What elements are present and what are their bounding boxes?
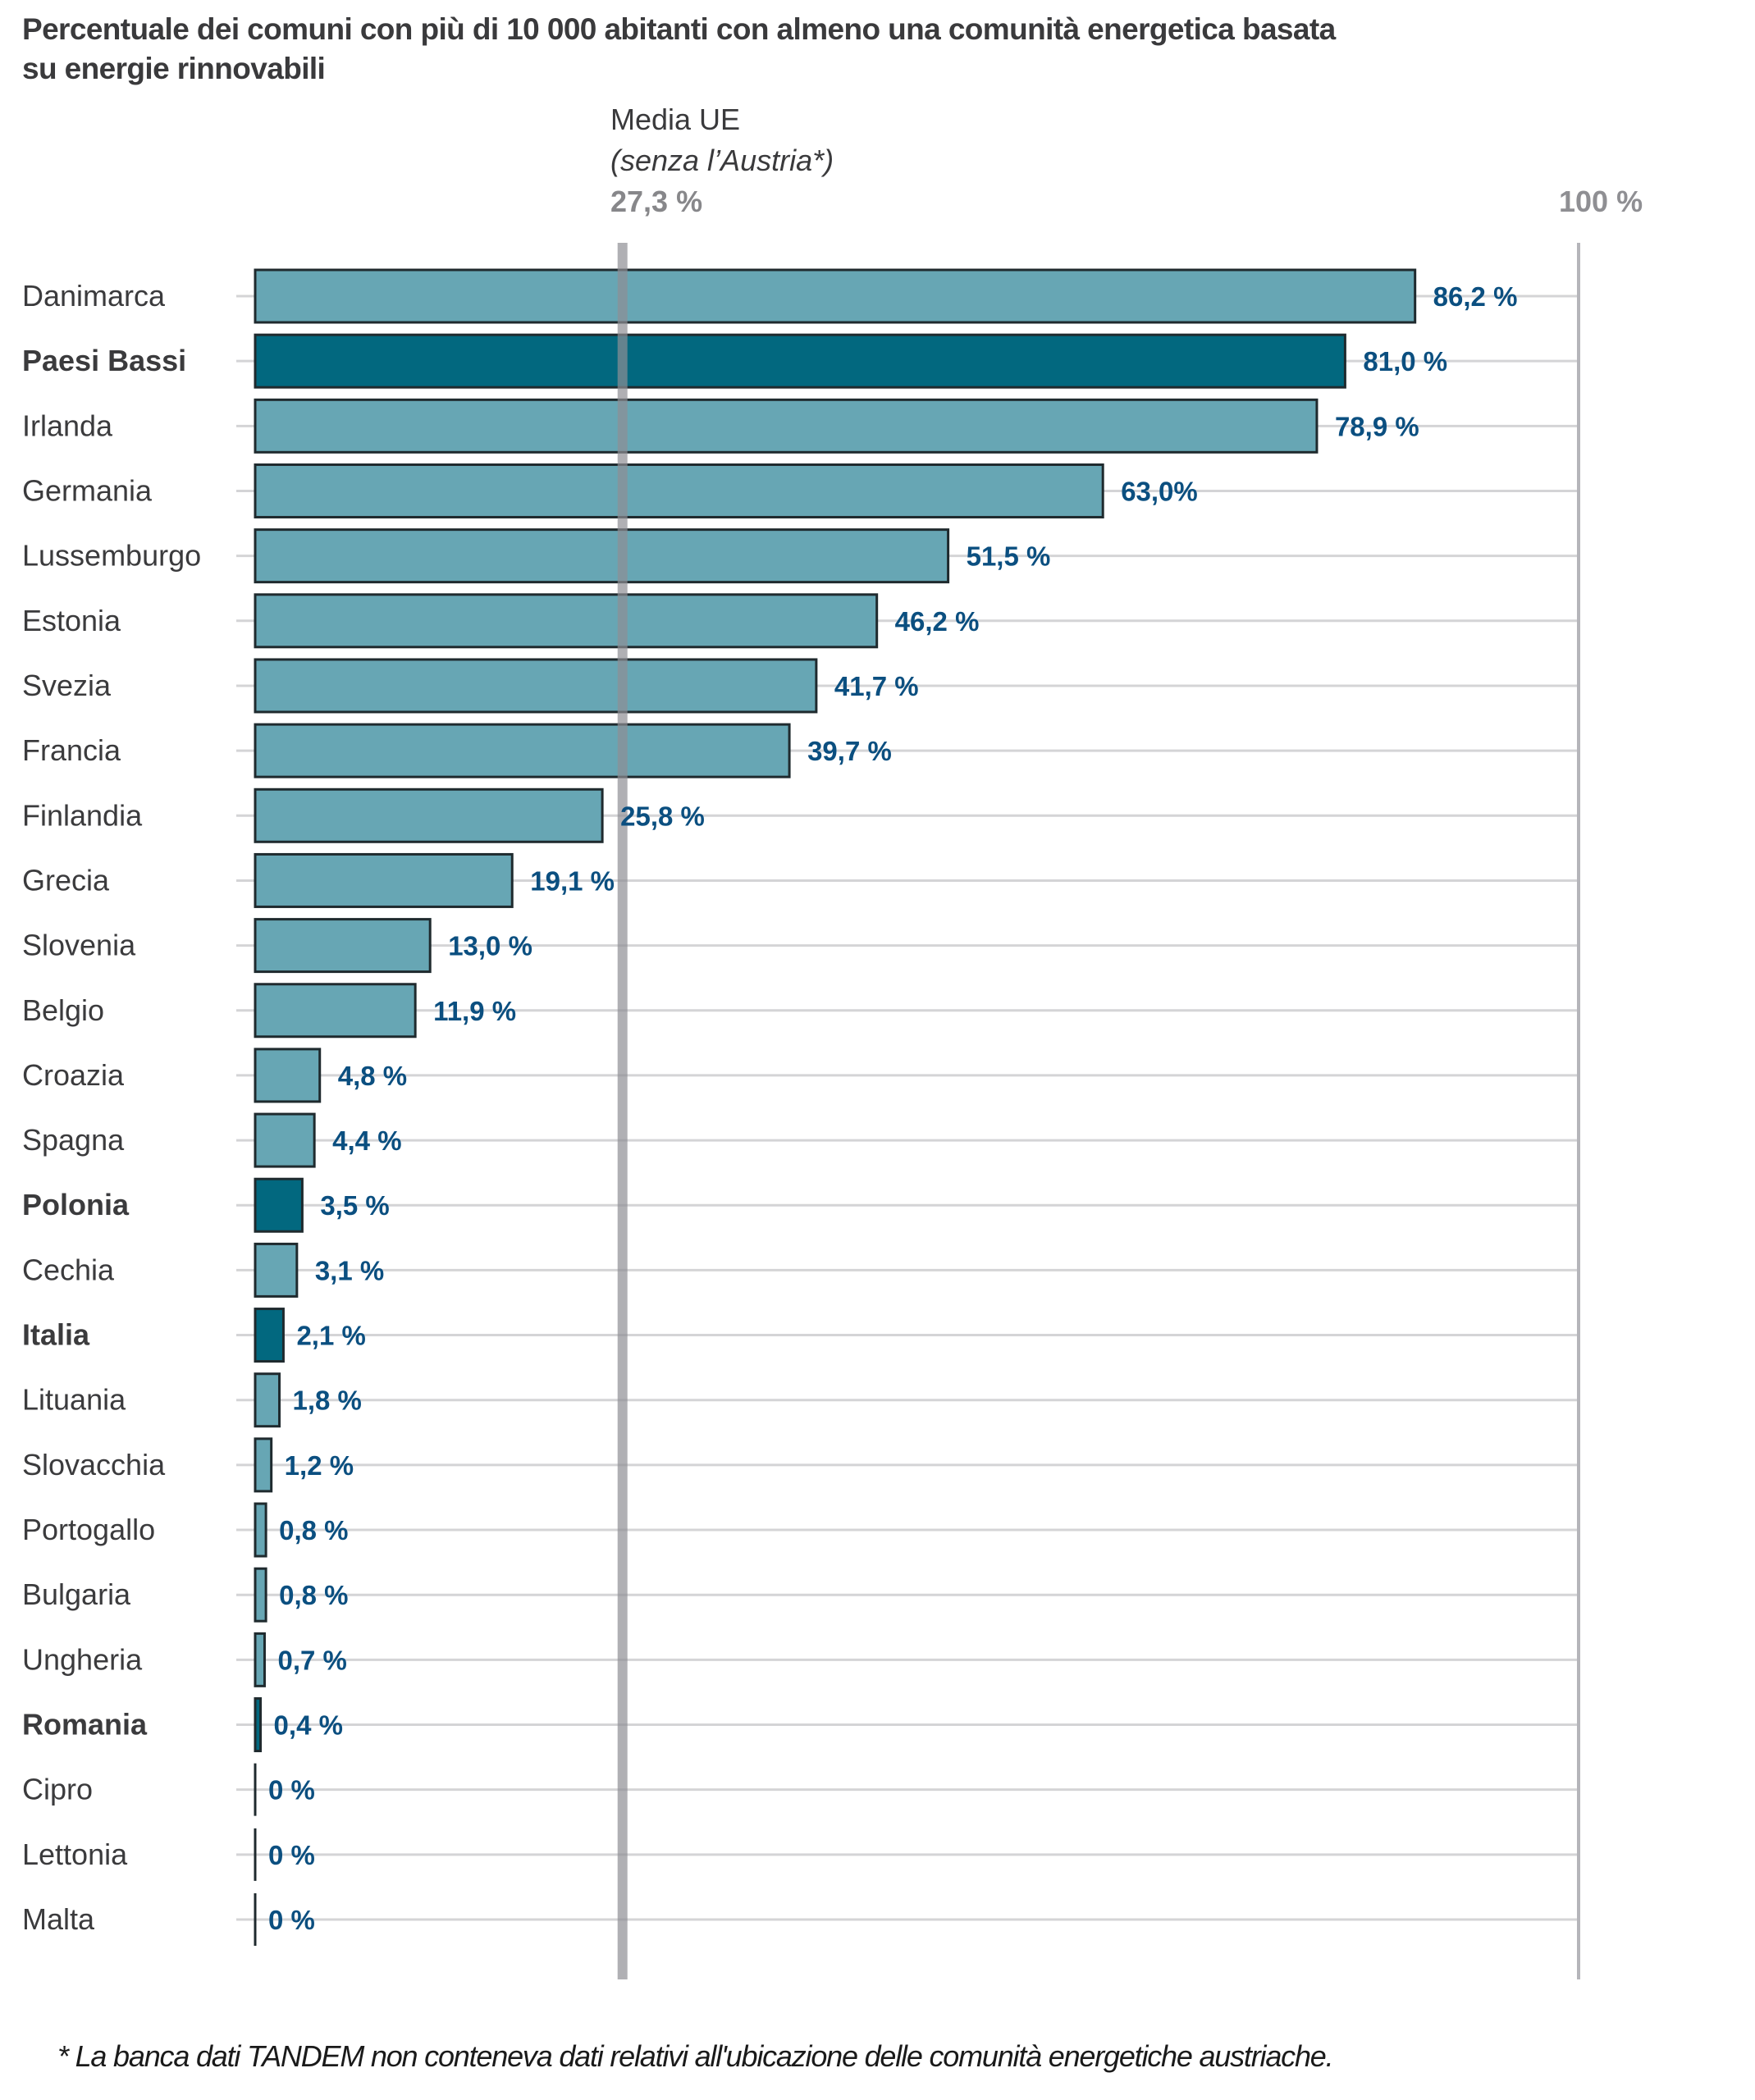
category-label: Danimarca bbox=[22, 279, 166, 313]
bar bbox=[254, 1567, 267, 1623]
bar bbox=[254, 1437, 273, 1493]
value-label: 0,8 % bbox=[279, 1515, 348, 1545]
value-label: 0 % bbox=[268, 1775, 315, 1806]
value-label: 3,5 % bbox=[320, 1190, 389, 1221]
value-label: 0,4 % bbox=[274, 1710, 343, 1741]
hundred-percent-label: 100 % bbox=[1559, 185, 1643, 218]
value-label: 63,0% bbox=[1121, 476, 1198, 506]
category-label: Cechia bbox=[22, 1253, 115, 1286]
value-label: 78,9 % bbox=[1335, 411, 1419, 441]
value-label: 11,9 % bbox=[433, 996, 516, 1026]
category-label: Svezia bbox=[22, 669, 112, 702]
value-label: 4,8 % bbox=[338, 1061, 407, 1091]
bar bbox=[254, 1697, 263, 1753]
chart-title-line-2: su energie rinnovabili bbox=[22, 52, 326, 85]
hundred-percent-line bbox=[1577, 243, 1580, 1979]
bar bbox=[254, 1502, 267, 1558]
category-label: Grecia bbox=[22, 863, 110, 897]
category-label: Estonia bbox=[22, 604, 121, 637]
value-label: 2,1 % bbox=[296, 1321, 365, 1351]
category-label: Francia bbox=[22, 733, 121, 767]
category-label: Slovenia bbox=[22, 929, 136, 962]
row-guides bbox=[236, 294, 1579, 1921]
eu-average-label: Media UE bbox=[610, 103, 741, 136]
bar bbox=[254, 1177, 304, 1233]
value-label: 13,0 % bbox=[448, 931, 532, 961]
bar bbox=[254, 918, 432, 974]
category-label: Germania bbox=[22, 473, 153, 507]
category-label: Cipro bbox=[22, 1773, 93, 1806]
value-label: 46,2 % bbox=[895, 606, 980, 637]
bar bbox=[254, 593, 879, 649]
category-label: Spagna bbox=[22, 1123, 125, 1157]
value-label: 4,4 % bbox=[332, 1125, 401, 1156]
eu-average-overlay bbox=[617, 243, 628, 1979]
value-label: 86,2 % bbox=[1433, 281, 1518, 312]
bar bbox=[254, 658, 818, 714]
value-label: 1,8 % bbox=[293, 1386, 362, 1416]
bar bbox=[254, 852, 514, 908]
value-label: 39,7 % bbox=[807, 736, 892, 766]
category-label: Lussemburgo bbox=[22, 539, 201, 573]
bars bbox=[254, 268, 1417, 1946]
category-label: Lituania bbox=[22, 1383, 126, 1417]
value-labels: 86,2 % 81,0 % 78,9 % 63,0% 51,5 % 46,2 % 41,7 … bbox=[268, 281, 1517, 1935]
category-label: Paesi Bassi bbox=[22, 344, 186, 377]
eu-average-sublabel: (senza l’Austria*) bbox=[610, 144, 834, 177]
category-label: Ungheria bbox=[22, 1642, 143, 1676]
bar bbox=[254, 1048, 322, 1103]
value-label: 41,7 % bbox=[834, 671, 919, 701]
category-label: Lettonia bbox=[22, 1838, 128, 1871]
footnote: * La banca dati TANDEM non conteneva dat… bbox=[57, 2039, 1334, 2073]
bar bbox=[254, 1372, 281, 1428]
eu-average-line bbox=[617, 243, 628, 1979]
value-label: 0 % bbox=[268, 1840, 315, 1870]
chart-title: Percentuale dei comuni con più di 10 000… bbox=[22, 10, 1581, 89]
bar bbox=[254, 463, 1104, 518]
category-label: Bulgaria bbox=[22, 1577, 131, 1611]
eu-average-value: 27,3 % bbox=[610, 185, 703, 218]
value-label: 19,1 % bbox=[530, 865, 615, 896]
bar bbox=[254, 333, 1346, 389]
category-label: Belgio bbox=[22, 993, 104, 1027]
category-label: Romania bbox=[22, 1708, 148, 1742]
value-label: 51,5 % bbox=[967, 541, 1051, 572]
bar bbox=[254, 983, 417, 1039]
value-label: 25,8 % bbox=[620, 801, 705, 831]
bar bbox=[254, 788, 604, 843]
bar bbox=[254, 723, 791, 778]
category-label: Slovacchia bbox=[22, 1448, 166, 1481]
value-label: 3,1 % bbox=[315, 1255, 384, 1285]
chart-title-line-1: Percentuale dei comuni con più di 10 000… bbox=[22, 12, 1336, 46]
category-label: Finlandia bbox=[22, 798, 143, 832]
category-label: Irlanda bbox=[22, 409, 113, 442]
reference-lines bbox=[1577, 243, 1580, 1979]
bar bbox=[254, 1242, 299, 1298]
value-label: 81,0 % bbox=[1363, 346, 1447, 377]
bar bbox=[254, 268, 1417, 324]
bar bbox=[254, 1112, 316, 1168]
category-label: Portogallo bbox=[22, 1513, 155, 1546]
category-label: Malta bbox=[22, 1902, 95, 1936]
category-label: Italia bbox=[22, 1318, 90, 1352]
category-labels: Danimarca Paesi Bassi Irlanda Germania Lusse… bbox=[22, 279, 201, 1936]
bar bbox=[254, 1632, 266, 1687]
bar bbox=[254, 528, 950, 584]
value-label: 1,2 % bbox=[285, 1450, 354, 1481]
value-label: 0 % bbox=[268, 1905, 315, 1935]
value-label: 0,8 % bbox=[279, 1580, 348, 1610]
bar bbox=[254, 1308, 285, 1363]
category-label: Croazia bbox=[22, 1058, 125, 1092]
value-label: 0,7 % bbox=[277, 1645, 346, 1675]
bar bbox=[254, 398, 1319, 454]
category-label: Polonia bbox=[22, 1188, 130, 1221]
